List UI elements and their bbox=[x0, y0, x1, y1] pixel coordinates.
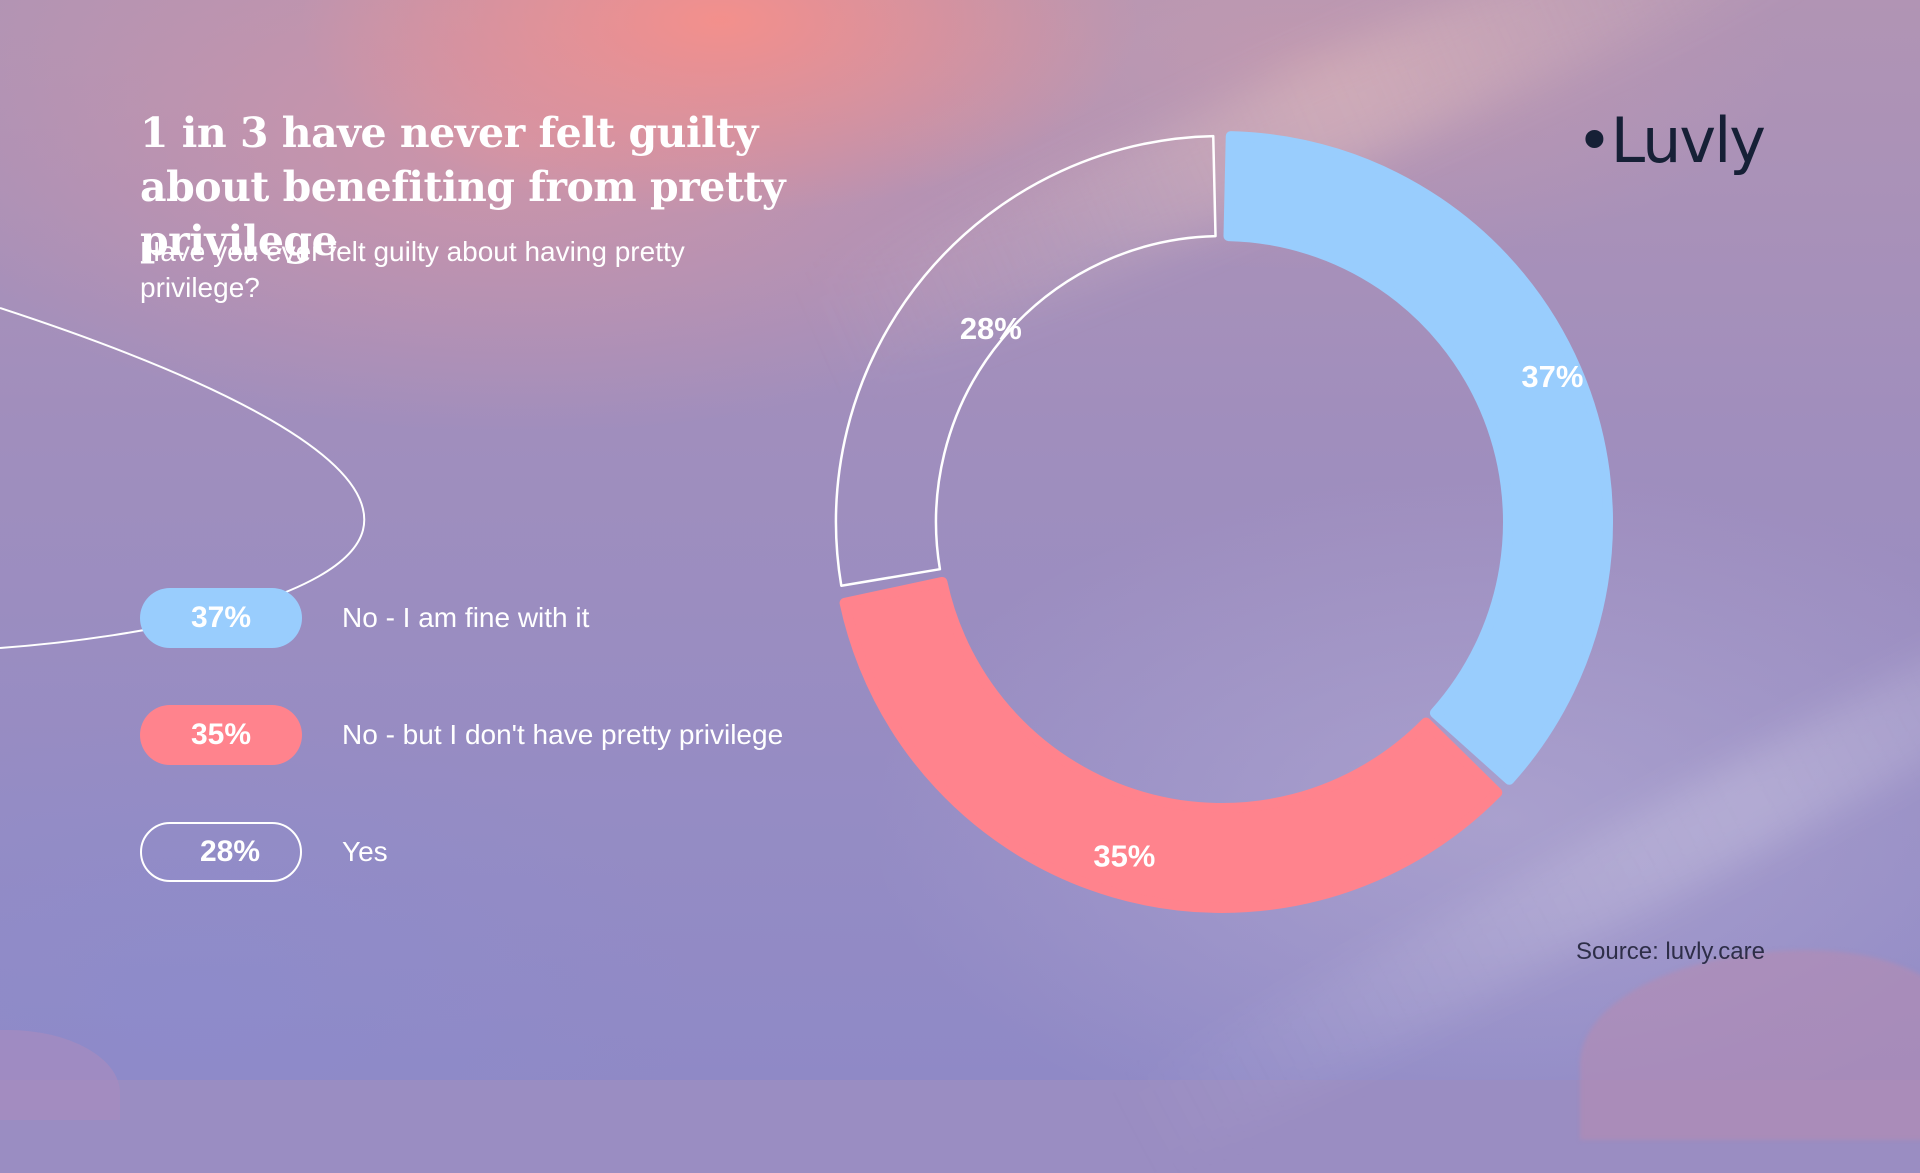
chart-subtitle: Have you ever felt guilty about having p… bbox=[140, 236, 685, 303]
legend-label-yes: Yes bbox=[342, 836, 388, 867]
legend-pill-fine: 37% bbox=[140, 588, 302, 648]
luvly-logo: •Luvly bbox=[1576, 104, 1766, 177]
legend-item-yes: 28% Yes bbox=[140, 821, 900, 883]
legend-pill-no-privilege: 35% bbox=[140, 705, 302, 765]
legend-item-fine: 37% No - I am fine with it bbox=[140, 587, 900, 649]
legend-pill-yes: 28% bbox=[140, 822, 302, 882]
legend-label-fine: No - I am fine with it bbox=[342, 602, 590, 633]
legend-label-no-privilege: No - but I don't have pretty privilege bbox=[342, 719, 784, 750]
legend-item-no-privilege: 35% No - but I don't have pretty privile… bbox=[140, 704, 900, 766]
chart-legend: 37% No - I am fine with it 35% No - but … bbox=[140, 587, 900, 883]
chart-title: 1 in 3 have never felt guilty about bene… bbox=[140, 109, 786, 265]
source-note: Source: luvly.care bbox=[1576, 938, 1765, 965]
